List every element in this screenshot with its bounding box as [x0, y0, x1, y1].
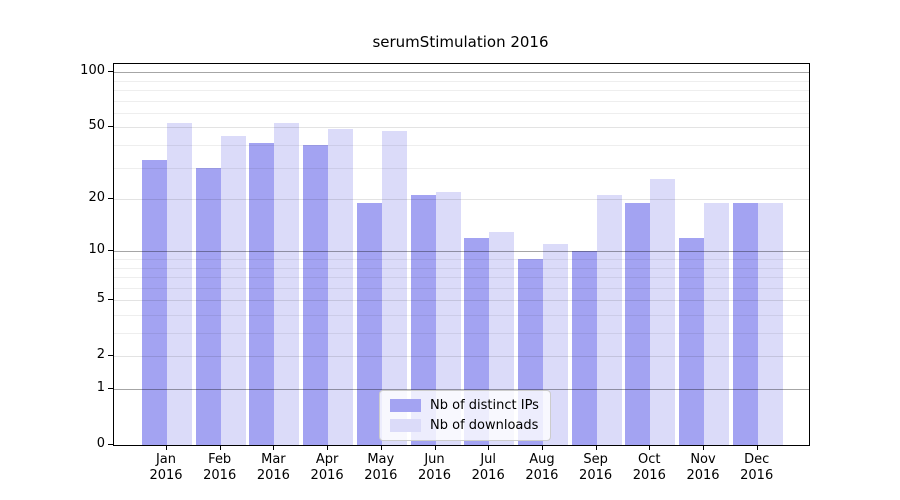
xtick-mark-jun: [434, 445, 436, 450]
ytick-label-100: 100: [80, 63, 105, 79]
bar-sep-ips: [571, 251, 597, 445]
gridline-y-9: [114, 259, 809, 260]
ytick-mark-50: [108, 126, 113, 128]
gridline-y-6: [114, 287, 809, 289]
xtick-year-jan: 2016: [149, 468, 183, 483]
xtick-year-apr: 2016: [310, 468, 344, 483]
bar-jan-ips: [142, 160, 167, 445]
xtick-label-mar: Mar 2016: [243, 452, 303, 484]
bar-nov-ips: [679, 237, 704, 445]
xtick-year-may: 2016: [364, 468, 398, 483]
xtick-year-sep: 2016: [579, 468, 613, 483]
xtick-mark-aug: [541, 445, 543, 450]
gridline-y-50: [114, 127, 809, 129]
gridline-y-60: [114, 112, 809, 114]
legend: Nb of distinct IPs Nb of downloads: [379, 390, 551, 441]
legend-entry-downloads: Nb of downloads: [390, 418, 539, 433]
gridline-y-2: [114, 356, 809, 358]
xtick-label-jul: Jul 2016: [458, 452, 518, 484]
gridline-y-7: [114, 277, 809, 278]
xtick-mark-may: [380, 445, 382, 450]
bar-apr-downloads: [328, 129, 354, 445]
legend-swatch-downloads: [390, 419, 421, 432]
bar-mar-downloads: [274, 122, 300, 445]
xtick-label-nov: Nov 2016: [673, 452, 733, 484]
gridline-y-90: [114, 80, 809, 82]
ytick-label-2: 2: [96, 347, 105, 363]
legend-label-distinct-ips: Nb of distinct IPs: [430, 398, 539, 413]
legend-label-downloads: Nb of downloads: [430, 418, 539, 433]
xtick-mark-mar: [273, 445, 275, 450]
xtick-mark-feb: [219, 445, 221, 450]
chart-title: serumStimulation 2016: [372, 33, 549, 51]
ytick-label-1: 1: [96, 380, 105, 395]
legend-swatch-distinct-ips: [390, 399, 421, 412]
xtick-year-dec: 2016: [740, 468, 774, 483]
xtick-label-sep: Sep 2016: [566, 452, 626, 484]
ytick-mark-2: [108, 355, 113, 357]
bar-dec-downloads: [757, 203, 783, 445]
gridline-y-5: [114, 300, 809, 302]
ytick-label-20: 20: [88, 190, 105, 206]
gridline-y-30: [114, 167, 809, 169]
xtick-year-aug: 2016: [525, 468, 559, 483]
ytick-mark-100: [108, 71, 113, 73]
xtick-mark-nov: [703, 445, 704, 450]
xtick-year-feb: 2016: [203, 468, 237, 483]
plot-area: [113, 63, 810, 446]
gridline-y-1: [114, 389, 809, 390]
ytick-label-10: 10: [88, 242, 105, 258]
gridline-y-100: [114, 72, 809, 74]
bar-jan-downloads: [167, 122, 192, 445]
xtick-year-jul: 2016: [471, 468, 505, 483]
xtick-label-aug: Aug 2016: [512, 452, 572, 484]
ytick-mark-20: [108, 198, 113, 200]
ytick-mark-10: [108, 250, 113, 252]
xtick-label-may: May 2016: [351, 452, 411, 484]
ytick-label-5: 5: [96, 291, 105, 307]
bar-feb-ips: [195, 167, 221, 445]
gridline-y-70: [114, 100, 809, 102]
bar-nov-downloads: [704, 203, 729, 445]
ytick-mark-5: [108, 299, 113, 301]
xtick-mark-oct: [649, 445, 651, 450]
xtick-mark-jul: [488, 445, 490, 450]
gridline-y-10: [114, 251, 809, 253]
bar-may-ips: [356, 203, 382, 445]
bar-apr-ips: [303, 145, 329, 445]
legend-entry-distinct-ips: Nb of distinct IPs: [390, 398, 539, 413]
xtick-label-apr: Apr 2016: [297, 452, 357, 484]
xtick-year-mar: 2016: [256, 468, 290, 483]
bar-sep-downloads: [596, 195, 622, 445]
xtick-year-nov: 2016: [686, 468, 720, 483]
bar-dec-ips: [732, 203, 758, 445]
ytick-label-0: 0: [96, 436, 105, 451]
gridline-y-8: [114, 267, 809, 269]
gridline-y-40: [114, 145, 809, 146]
xtick-year-jun: 2016: [417, 468, 452, 483]
xtick-label-jun: Jun 2016: [405, 452, 465, 484]
xtick-mark-apr: [327, 445, 329, 450]
xtick-label-oct: Oct 2016: [619, 452, 679, 484]
xtick-label-jan: Jan 2016: [136, 452, 196, 484]
bar-mar-ips: [249, 143, 275, 445]
gridline-y-80: [114, 90, 809, 91]
xtick-mark-jan: [166, 445, 167, 450]
ytick-label-50: 50: [88, 118, 105, 134]
xtick-label-dec: Dec 2016: [727, 452, 787, 484]
xtick-mark-dec: [756, 445, 758, 450]
ytick-mark-0: [108, 444, 113, 445]
bar-feb-downloads: [220, 135, 246, 445]
bar-oct-ips: [625, 203, 651, 445]
xtick-label-feb: Feb 2016: [190, 452, 250, 484]
gridline-y-4: [114, 315, 809, 316]
xtick-year-oct: 2016: [632, 468, 666, 483]
gridline-y-20: [114, 199, 809, 201]
xtick-mark-sep: [595, 445, 597, 450]
bar-oct-downloads: [650, 178, 676, 445]
gridline-y-3: [114, 333, 809, 334]
ytick-mark-1: [108, 388, 113, 389]
